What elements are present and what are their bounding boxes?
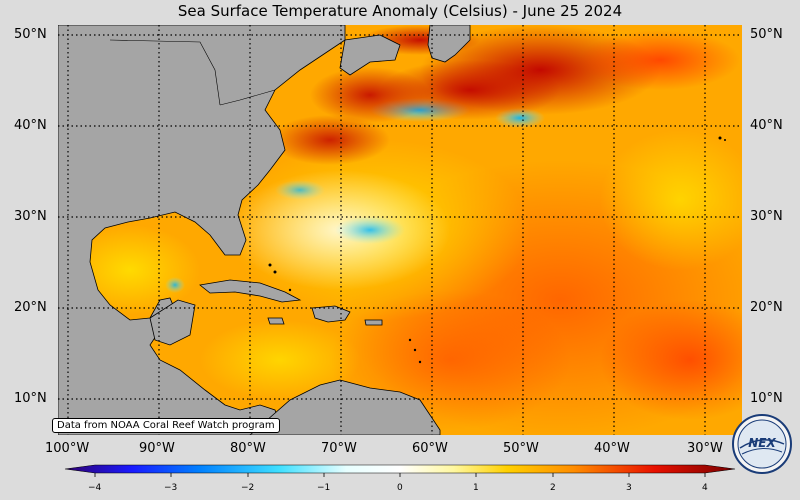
lat-label-right: 40°N [750, 118, 783, 133]
colorbar-tick: −1 [317, 483, 331, 493]
map-title: Sea Surface Temperature Anomaly (Celsius… [177, 2, 623, 20]
svg-text:NEX: NEX [748, 436, 776, 450]
data-credit: Data from NOAA Coral Reef Watch program [52, 418, 280, 433]
south-america-land [249, 379, 441, 435]
puerto-rico-land [364, 319, 383, 326]
lon-label: 60°W [412, 441, 448, 456]
colorbar-tick: −2 [241, 483, 255, 493]
colorbar-tick: 3 [626, 483, 632, 493]
lon-label: 50°W [503, 441, 539, 456]
lon-label: 40°W [594, 441, 630, 456]
colorbar-tick: 0 [397, 483, 403, 493]
lat-label-left: 50°N [14, 27, 47, 42]
lon-label: 80°W [230, 441, 266, 456]
lon-label: 70°W [321, 441, 357, 456]
lat-label-left: 10°N [14, 391, 47, 406]
nexlab-logo-icon: NEX [732, 414, 792, 474]
colorbar-tick: −3 [164, 483, 178, 493]
lon-label: 90°W [139, 441, 175, 456]
lat-label-right: 30°N [750, 209, 783, 224]
lon-label: 30°W [687, 441, 723, 456]
lon-label: 100°W [45, 441, 90, 456]
newfoundland-land [427, 25, 471, 63]
lat-label-right: 50°N [750, 27, 783, 42]
lat-label-left: 30°N [14, 209, 47, 224]
jamaica-land [267, 317, 285, 325]
colorbar-tick: 1 [473, 483, 479, 493]
colorbar-tick: −4 [88, 483, 102, 493]
yucatan-land [149, 299, 196, 346]
lat-label-right: 10°N [750, 391, 783, 406]
colorbar-tick: 4 [702, 483, 708, 493]
north-america-land [58, 25, 346, 435]
lat-label-left: 40°N [14, 118, 47, 133]
lat-label-left: 20°N [14, 300, 47, 315]
lat-label-right: 20°N [750, 300, 783, 315]
nova-scotia-land [339, 34, 401, 76]
colorbar-tick: 2 [550, 483, 556, 493]
